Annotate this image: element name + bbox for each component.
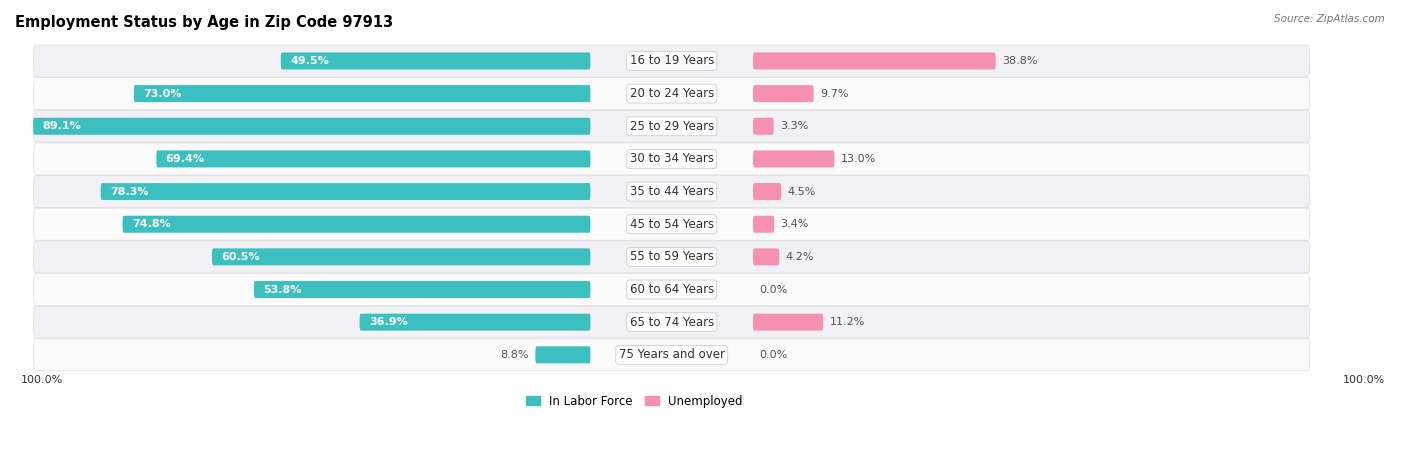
Text: 35 to 44 Years: 35 to 44 Years: [630, 185, 714, 198]
Text: 100.0%: 100.0%: [21, 375, 63, 385]
FancyBboxPatch shape: [34, 208, 1310, 240]
FancyBboxPatch shape: [101, 183, 591, 200]
FancyBboxPatch shape: [34, 175, 1310, 207]
Text: 13.0%: 13.0%: [841, 154, 876, 164]
FancyBboxPatch shape: [754, 183, 782, 200]
Text: 4.2%: 4.2%: [786, 252, 814, 262]
FancyBboxPatch shape: [754, 52, 995, 69]
Legend: In Labor Force, Unemployed: In Labor Force, Unemployed: [522, 390, 748, 413]
Text: Employment Status by Age in Zip Code 97913: Employment Status by Age in Zip Code 979…: [15, 15, 394, 30]
Text: 0.0%: 0.0%: [759, 285, 787, 295]
Text: 45 to 54 Years: 45 to 54 Years: [630, 218, 714, 231]
Text: 16 to 19 Years: 16 to 19 Years: [630, 55, 714, 68]
FancyBboxPatch shape: [34, 110, 1310, 142]
FancyBboxPatch shape: [34, 143, 1310, 175]
Text: 65 to 74 Years: 65 to 74 Years: [630, 316, 714, 329]
FancyBboxPatch shape: [122, 216, 591, 233]
FancyBboxPatch shape: [134, 85, 591, 102]
FancyBboxPatch shape: [34, 118, 591, 135]
Text: 49.5%: 49.5%: [290, 56, 329, 66]
Text: Source: ZipAtlas.com: Source: ZipAtlas.com: [1274, 14, 1385, 23]
FancyBboxPatch shape: [754, 216, 775, 233]
Text: 3.3%: 3.3%: [780, 121, 808, 131]
Text: 4.5%: 4.5%: [787, 187, 815, 197]
FancyBboxPatch shape: [34, 45, 1310, 77]
Text: 74.8%: 74.8%: [132, 219, 170, 229]
FancyBboxPatch shape: [360, 314, 591, 331]
Text: 100.0%: 100.0%: [1343, 375, 1385, 385]
Text: 53.8%: 53.8%: [263, 285, 302, 295]
FancyBboxPatch shape: [281, 52, 591, 69]
Text: 75 Years and over: 75 Years and over: [619, 348, 724, 361]
FancyBboxPatch shape: [34, 273, 1310, 305]
FancyBboxPatch shape: [754, 151, 834, 167]
FancyBboxPatch shape: [536, 346, 591, 364]
Text: 60 to 64 Years: 60 to 64 Years: [630, 283, 714, 296]
Text: 69.4%: 69.4%: [166, 154, 205, 164]
FancyBboxPatch shape: [754, 314, 823, 331]
FancyBboxPatch shape: [156, 151, 591, 167]
Text: 3.4%: 3.4%: [780, 219, 808, 229]
FancyBboxPatch shape: [34, 339, 1310, 371]
FancyBboxPatch shape: [212, 249, 591, 265]
Text: 11.2%: 11.2%: [830, 317, 865, 327]
FancyBboxPatch shape: [754, 118, 773, 135]
Text: 20 to 24 Years: 20 to 24 Years: [630, 87, 714, 100]
FancyBboxPatch shape: [754, 85, 814, 102]
Text: 60.5%: 60.5%: [221, 252, 260, 262]
Text: 30 to 34 Years: 30 to 34 Years: [630, 152, 714, 166]
FancyBboxPatch shape: [34, 241, 1310, 273]
Text: 0.0%: 0.0%: [759, 350, 787, 360]
FancyBboxPatch shape: [34, 78, 1310, 110]
Text: 36.9%: 36.9%: [368, 317, 408, 327]
Text: 9.7%: 9.7%: [820, 88, 848, 99]
Text: 25 to 29 Years: 25 to 29 Years: [630, 120, 714, 133]
Text: 38.8%: 38.8%: [1002, 56, 1038, 66]
FancyBboxPatch shape: [254, 281, 591, 298]
Text: 55 to 59 Years: 55 to 59 Years: [630, 250, 714, 263]
FancyBboxPatch shape: [34, 306, 1310, 338]
Text: 73.0%: 73.0%: [143, 88, 181, 99]
Text: 8.8%: 8.8%: [501, 350, 529, 360]
Text: 89.1%: 89.1%: [42, 121, 82, 131]
Text: 78.3%: 78.3%: [110, 187, 149, 197]
FancyBboxPatch shape: [754, 249, 779, 265]
